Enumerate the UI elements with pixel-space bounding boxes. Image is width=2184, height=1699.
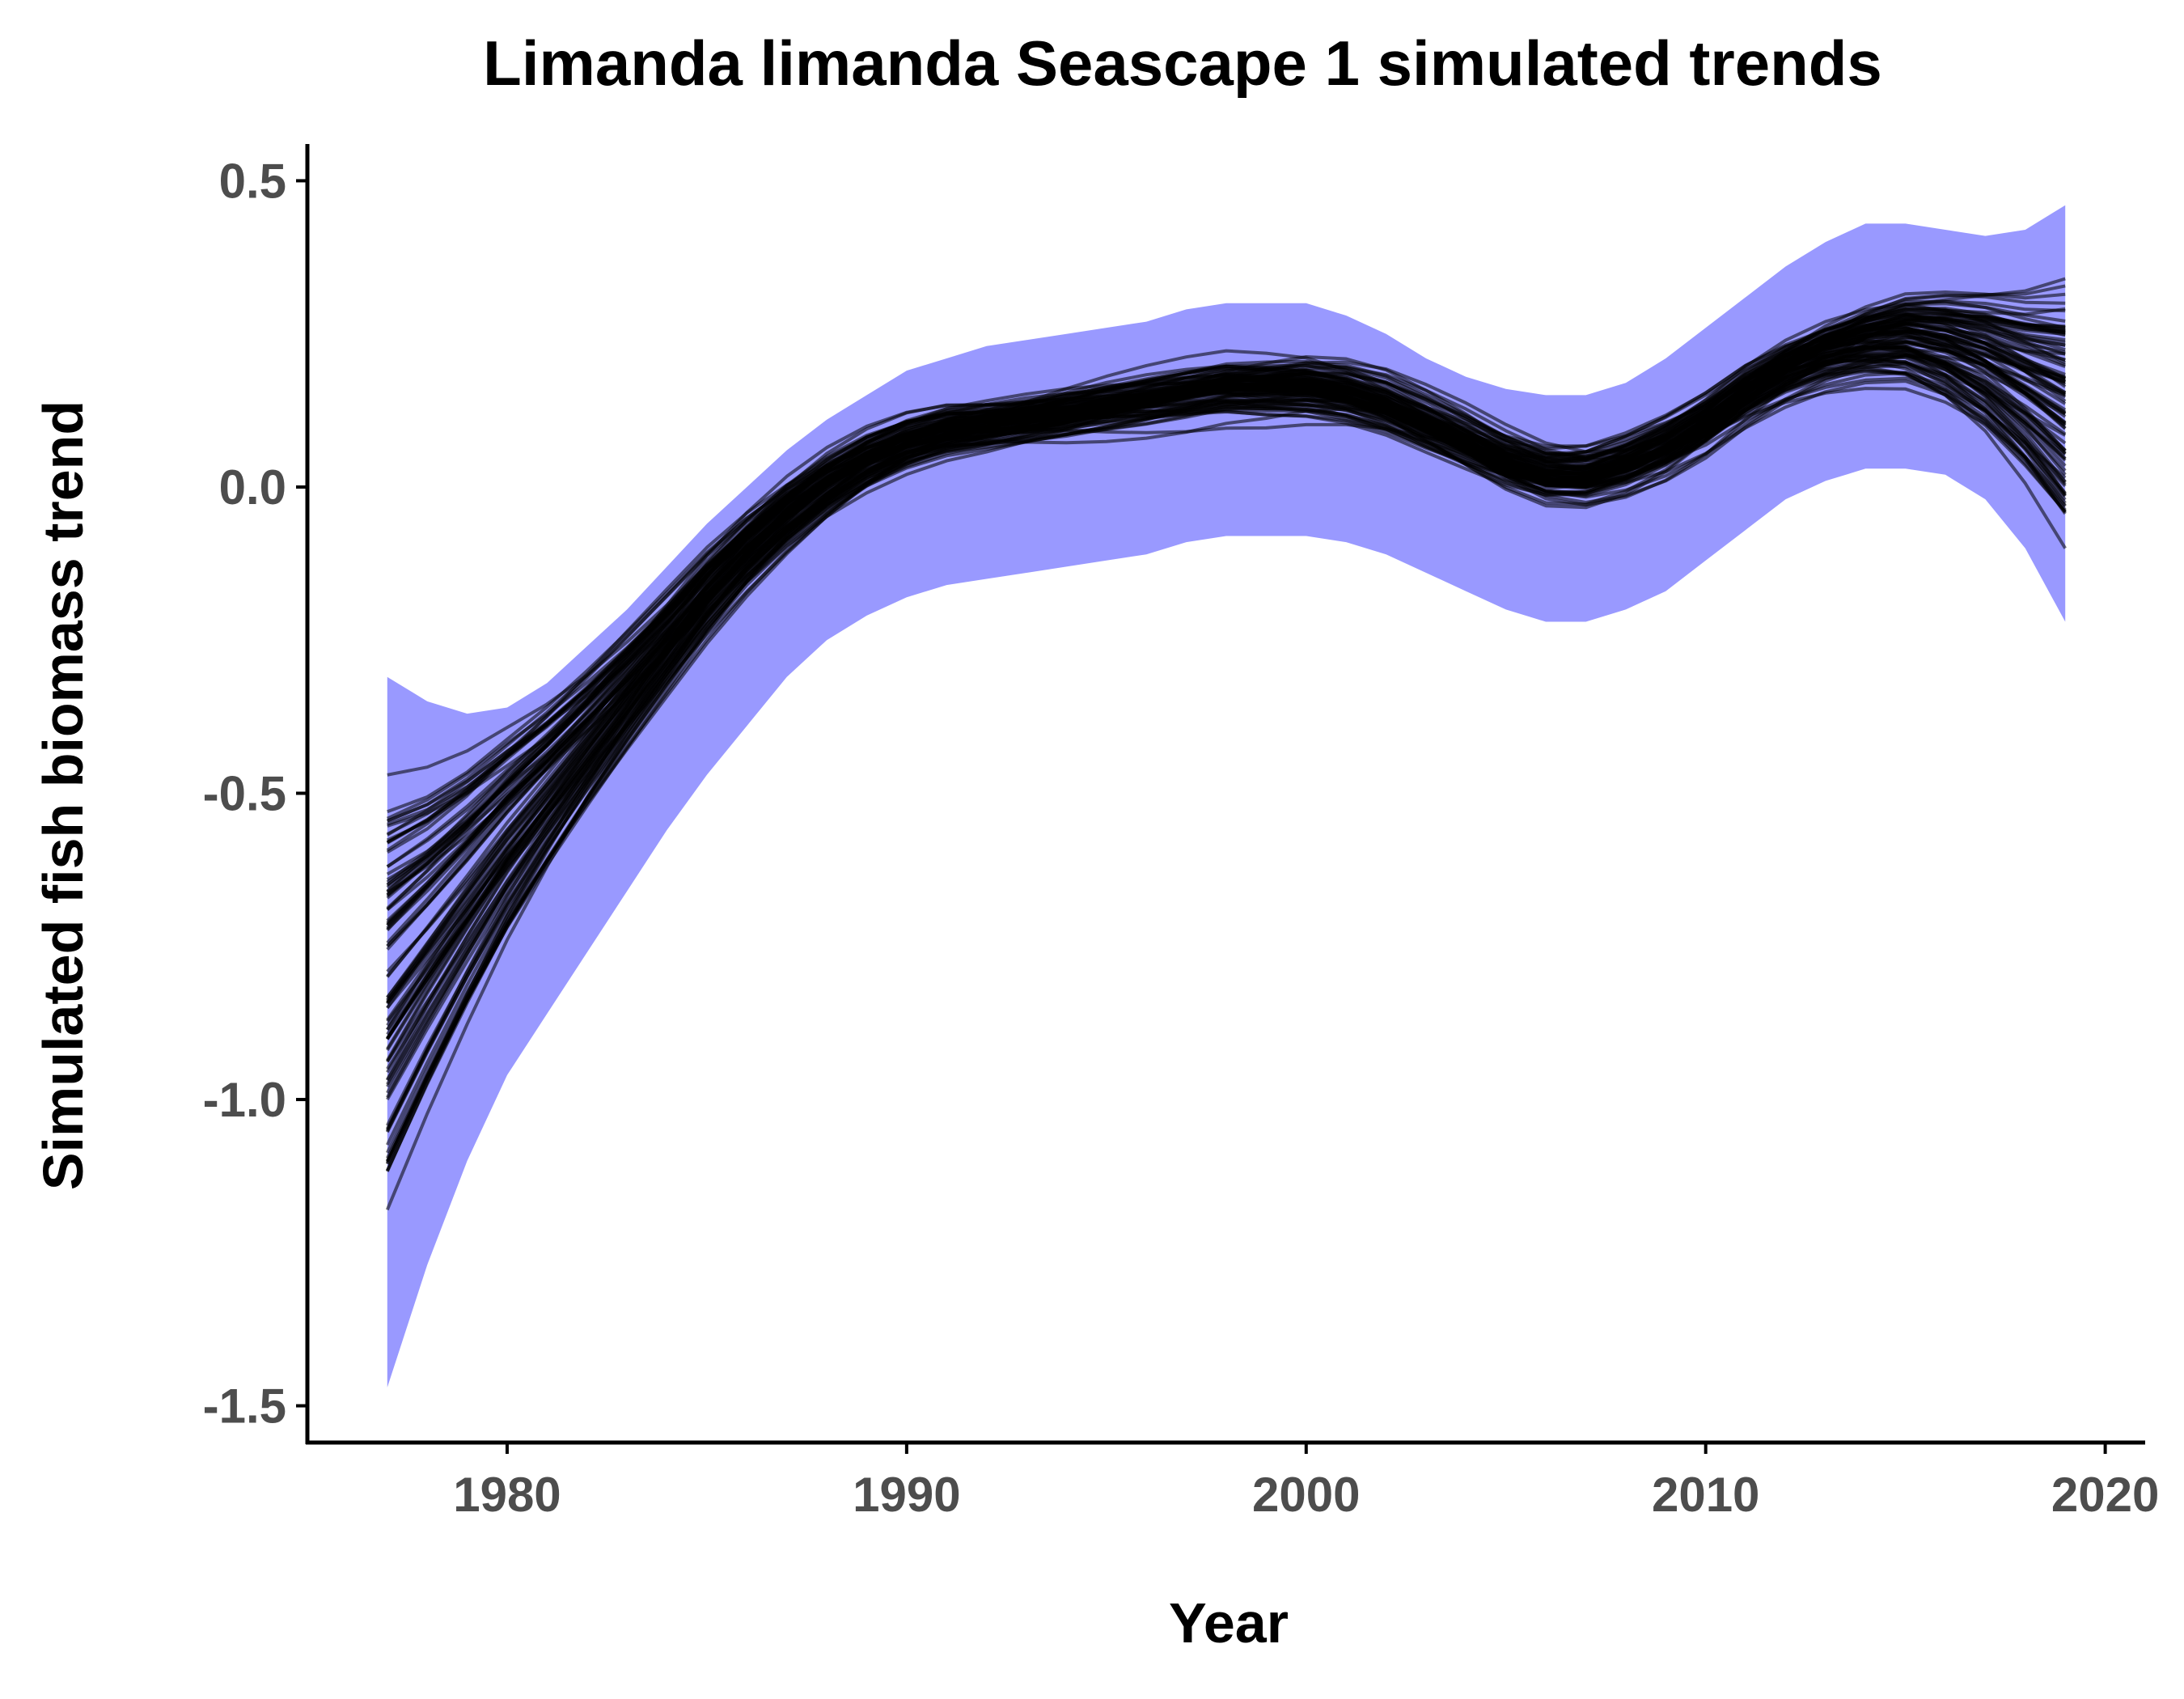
y-tick-label: -1.5: [203, 1379, 286, 1434]
simulation-line: [386, 313, 2066, 820]
simulated-trend-lines: [385, 277, 2067, 1211]
y-tick-label: -0.5: [203, 767, 286, 821]
y-tick-label: -1.0: [203, 1073, 286, 1127]
simulation-line: [386, 354, 2067, 876]
simulation-line: [386, 362, 2067, 887]
x-tick-label: 1980: [453, 1468, 561, 1522]
chart-title: Limanda limanda Seascape 1 simulated tre…: [483, 28, 1882, 99]
x-axis-ticks: 1980 1990 2000 2010 2020: [453, 1443, 2159, 1522]
x-tick-label: 2020: [2051, 1468, 2159, 1522]
plot-area: [385, 205, 2067, 1388]
y-axis-title: Simulated fish biomass trend: [32, 400, 95, 1190]
simulation-line: [386, 307, 2066, 1050]
simulation-line: [386, 305, 2067, 854]
x-tick-label: 1990: [853, 1468, 960, 1522]
x-tick-label: 2000: [1252, 1468, 1360, 1522]
x-tick-label: 2010: [1652, 1468, 1759, 1522]
y-axis-ticks: 0.5 0.0 -0.5 -1.0 -1.5: [203, 154, 307, 1434]
simulation-line: [386, 315, 2066, 973]
y-tick-label: 0.0: [219, 460, 286, 515]
simulation-line: [386, 322, 2067, 951]
y-tick-label: 0.5: [219, 154, 286, 208]
simulation-line: [387, 349, 2066, 828]
x-axis-title: Year: [1169, 1591, 1289, 1655]
